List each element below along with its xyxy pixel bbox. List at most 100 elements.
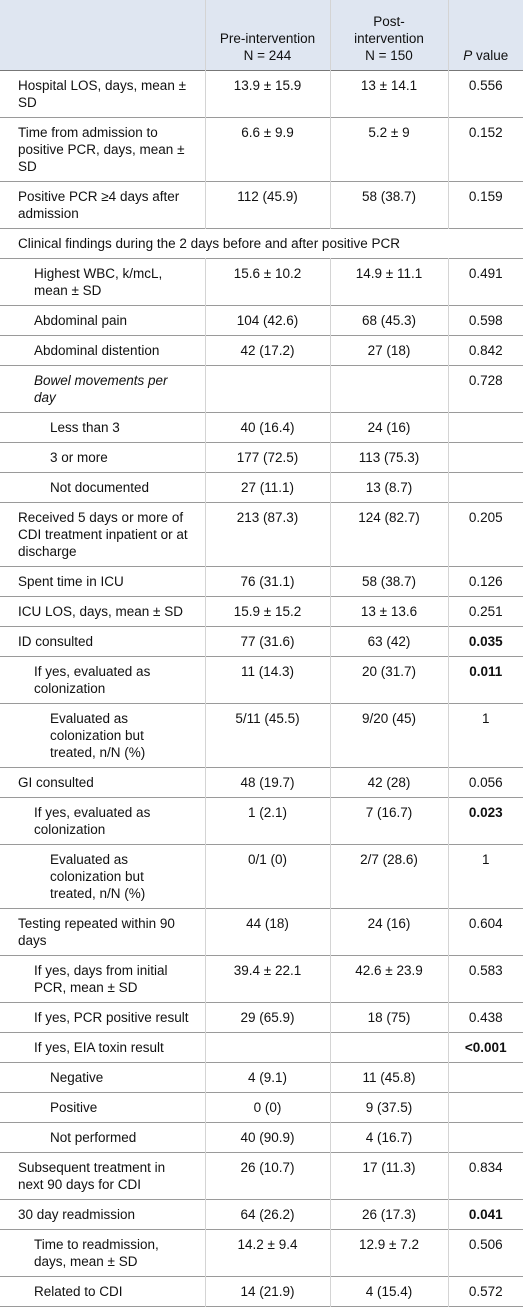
pre-value: 44 (18) — [204, 908, 330, 955]
header-text: value — [476, 47, 509, 63]
row-label: Positive — [50, 1099, 98, 1115]
row-label: ID consulted — [18, 633, 94, 649]
table-row: Evaluated as colonization but treated, n… — [0, 844, 523, 908]
pre-value: 26 (10.7) — [204, 1152, 330, 1199]
table-body: Hospital LOS, days, mean ± SD 13.9 ± 15.9… — [0, 70, 523, 1306]
table-row: Received 5 days or more of CDI treatment… — [0, 502, 523, 566]
p-value: 0.572 — [447, 1276, 523, 1306]
pre-value: 15.9 ± 15.2 — [204, 596, 330, 626]
pre-value: 1 (2.1) — [204, 797, 330, 844]
post-value: 18 (75) — [329, 1002, 448, 1032]
pre-value: 15.6 ± 10.2 — [204, 258, 330, 305]
pre-value: 40 (90.9) — [204, 1122, 330, 1152]
post-value: 14.9 ± 11.1 — [329, 258, 448, 305]
p-value: 0.041 — [447, 1199, 523, 1229]
p-value — [447, 1062, 523, 1092]
header-p: P value — [447, 0, 523, 70]
post-value: 4 (15.4) — [329, 1276, 448, 1306]
post-value: 5.2 ± 9 — [329, 117, 448, 181]
header-text: N = 244 — [243, 47, 292, 63]
table-row: Hospital LOS, days, mean ± SD 13.9 ± 15.9… — [0, 70, 523, 117]
post-value: 13 (8.7) — [329, 472, 448, 502]
post-value: 68 (45.3) — [329, 305, 448, 335]
pre-value: 48 (19.7) — [204, 767, 330, 797]
p-value: 0.438 — [447, 1002, 523, 1032]
pre-value: 0 (0) — [204, 1092, 330, 1122]
table-row: Less than 3 40 (16.4) 24 (16) — [0, 412, 523, 442]
table-row: Not performed 40 (90.9) 4 (16.7) — [0, 1122, 523, 1152]
p-value: 0.023 — [447, 797, 523, 844]
p-value: 0.126 — [447, 566, 523, 596]
post-value: 4 (16.7) — [329, 1122, 448, 1152]
p-value: 0.159 — [447, 181, 523, 228]
p-value: 0.491 — [447, 258, 523, 305]
p-value: 0.035 — [447, 626, 523, 656]
table-row: Related to CDI 14 (21.9) 4 (15.4) 0.572 — [0, 1276, 523, 1306]
pre-value: 39.4 ± 22.1 — [204, 955, 330, 1002]
table-row: Clinical findings during the 2 days befo… — [0, 228, 523, 258]
row-label: Negative — [50, 1069, 104, 1085]
post-value: 63 (42) — [329, 626, 448, 656]
pre-value: 40 (16.4) — [204, 412, 330, 442]
pre-value — [204, 365, 330, 412]
post-value: 13 ± 13.6 — [329, 596, 448, 626]
row-label: Testing repeated within 90 days — [18, 915, 175, 948]
post-value: 27 (18) — [329, 335, 448, 365]
p-value: 1 — [447, 703, 523, 767]
row-label: Time from admission to positive PCR, day… — [18, 124, 185, 174]
row-label: If yes, days from initial PCR, mean ± SD — [34, 962, 168, 995]
post-value: 12.9 ± 7.2 — [329, 1229, 448, 1276]
post-value — [329, 365, 448, 412]
table-row: Abdominal pain 104 (42.6) 68 (45.3) 0.598 — [0, 305, 523, 335]
table-row: Subsequent treatment in next 90 days for… — [0, 1152, 523, 1199]
row-label: Subsequent treatment in next 90 days for… — [18, 1159, 166, 1192]
p-value: 0.556 — [447, 70, 523, 117]
post-value: 11 (45.8) — [329, 1062, 448, 1092]
table-row: Abdominal distention 42 (17.2) 27 (18) 0.84… — [0, 335, 523, 365]
row-label: Abdominal pain — [34, 312, 128, 328]
header-pre: Pre-intervention N = 244 — [204, 0, 330, 70]
post-value: 17 (11.3) — [329, 1152, 448, 1199]
table-header: Pre-intervention N = 244 Post-interventio… — [0, 0, 523, 70]
table-row: Not documented 27 (11.1) 13 (8.7) — [0, 472, 523, 502]
pre-value: 27 (11.1) — [204, 472, 330, 502]
section-label: Clinical findings during the 2 days befo… — [18, 235, 400, 251]
p-value: 0.152 — [447, 117, 523, 181]
p-value: 1 — [447, 844, 523, 908]
table-row: Evaluated as colonization but treated, n… — [0, 703, 523, 767]
row-label: Time to readmission, days, mean ± SD — [34, 1236, 159, 1269]
row-label: Not documented — [50, 479, 150, 495]
pre-value: 76 (31.1) — [204, 566, 330, 596]
row-label: 3 or more — [50, 449, 108, 465]
row-label: GI consulted — [18, 774, 94, 790]
table-row: Positive 0 (0) 9 (37.5) — [0, 1092, 523, 1122]
post-value: 58 (38.7) — [329, 181, 448, 228]
pre-value: 11 (14.3) — [204, 656, 330, 703]
p-value: <0.001 — [447, 1032, 523, 1062]
table-row: If yes, days from initial PCR, mean ± SD… — [0, 955, 523, 1002]
post-value: 124 (82.7) — [329, 502, 448, 566]
pre-value: 6.6 ± 9.9 — [204, 117, 330, 181]
table-row: ICU LOS, days, mean ± SD 15.9 ± 15.2 13 ± … — [0, 596, 523, 626]
p-value: 0.842 — [447, 335, 523, 365]
row-label: Bowel movements per day — [34, 372, 168, 405]
table-row: Negative 4 (9.1) 11 (45.8) — [0, 1062, 523, 1092]
row-label: If yes, EIA toxin result — [34, 1039, 164, 1055]
table-row: 30 day readmission 64 (26.2) 26 (17.3) 0.04… — [0, 1199, 523, 1229]
row-label: Evaluated as colonization but treated, n… — [50, 710, 146, 760]
pre-value — [204, 1032, 330, 1062]
row-label: If yes, evaluated as colonization — [34, 663, 151, 696]
p-value — [447, 412, 523, 442]
p-value: 0.728 — [447, 365, 523, 412]
p-value: 0.205 — [447, 502, 523, 566]
pre-value: 213 (87.3) — [204, 502, 330, 566]
row-label: If yes, evaluated as colonization — [34, 804, 151, 837]
row-label: Less than 3 — [50, 419, 120, 435]
header-text: P — [463, 47, 473, 63]
post-value: 24 (16) — [329, 412, 448, 442]
table-row: Testing repeated within 90 days 44 (18) 24… — [0, 908, 523, 955]
p-value: 0.598 — [447, 305, 523, 335]
row-label: Received 5 days or more of CDI treatment… — [18, 509, 188, 559]
